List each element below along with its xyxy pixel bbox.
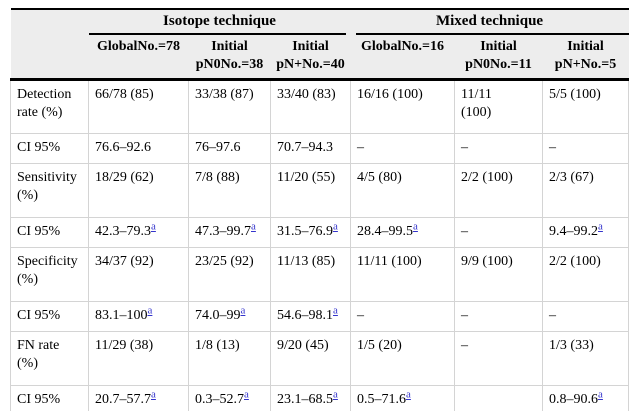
data-cell: 1/5 (20) (350, 331, 456, 387)
footnote-link[interactable]: a (333, 304, 338, 317)
footnote-link[interactable]: a (413, 220, 418, 233)
data-cell: 2/2 (100) (454, 163, 544, 219)
col-header-global-mixed: GlobalNo.=16 (350, 35, 455, 82)
row-label: CI 95% (10, 133, 89, 165)
footnote-link[interactable]: a (251, 220, 256, 233)
data-cell: 2/3 (67) (542, 163, 630, 219)
group-header-row: Isotope technique Mixed technique (10, 9, 629, 82)
data-cell: 70.7–94.3 (269, 133, 352, 165)
table-row-detection-rate: Detection rate (%) 66/78 (85) 33/38 (87)… (10, 79, 630, 135)
data-cell: 11/11 (100) (454, 79, 544, 135)
data-cell: 18/29 (62) (88, 163, 189, 219)
data-cell: 1/8 (13) (188, 331, 271, 387)
data-cell: 74.0–99a (188, 301, 271, 333)
data-cell: 2/2 (100) (542, 247, 630, 303)
data-cell: 54.6–98.1a (269, 301, 352, 333)
col-header-initial-pnplus-mixed: Initial pN+No.=5 (542, 35, 629, 82)
col-header-initial-pnplus-isotope: Initial pN+No.=40 (270, 35, 351, 82)
data-cell: – (454, 217, 544, 249)
footnote-link[interactable]: a (333, 220, 338, 233)
data-cell: 4/5 (80) (350, 163, 456, 219)
table-row-ci-fn-rate: CI 95% 20.7–57.7a 0.3–52.7a 23.1–68.5a 0… (10, 385, 630, 411)
row-label: CI 95% (10, 301, 89, 333)
footnote-link[interactable]: a (598, 220, 603, 233)
footnote-link[interactable]: a (406, 388, 411, 401)
data-cell: – (350, 133, 456, 165)
data-cell: 83.1–100a (88, 301, 189, 333)
data-cell: 7/8 (88) (188, 163, 271, 219)
row-label: CI 95% (10, 217, 89, 249)
row-label: Detection rate (%) (10, 79, 89, 135)
data-cell: 9/20 (45) (269, 331, 352, 387)
data-cell: 11/11 (100) (350, 247, 456, 303)
row-label: FN rate (%) (10, 331, 89, 387)
corner-cell (10, 9, 89, 82)
data-cell: 76–97.6 (188, 133, 271, 165)
footnote-link[interactable]: a (240, 304, 246, 317)
table-row-ci-detection: CI 95% 76.6–92.6 76–97.6 70.7–94.3 – – – (10, 133, 630, 165)
row-label: Sensitivity (%) (10, 163, 89, 219)
results-table: Isotope technique Mixed technique Global… (10, 8, 630, 411)
data-cell: 5/5 (100) (542, 79, 630, 135)
data-cell: 0.5–71.6a (350, 385, 456, 411)
footnote-link[interactable]: a (151, 220, 156, 233)
table-row-fn-rate: FN rate (%) 11/29 (38) 1/8 (13) 9/20 (45… (10, 331, 630, 387)
footnote-link[interactable]: a (147, 304, 153, 317)
data-cell: 23/25 (92) (188, 247, 271, 303)
footnote-link[interactable]: a (598, 388, 603, 401)
data-cell: 9/9 (100) (454, 247, 544, 303)
table-row-ci-specificity: CI 95% 83.1–100a 74.0–99a 54.6–98.1a – –… (10, 301, 630, 333)
row-label: CI 95% (10, 385, 89, 411)
group-header-isotope: Isotope technique (88, 9, 351, 36)
table-row-specificity: Specificity (%) 34/37 (92) 23/25 (92) 11… (10, 247, 630, 303)
table-row-sensitivity: Sensitivity (%) 18/29 (62) 7/8 (88) 11/2… (10, 163, 630, 219)
data-cell: 66/78 (85) (88, 79, 189, 135)
data-cell: – (542, 301, 630, 333)
data-cell: 11/13 (85) (269, 247, 352, 303)
data-cell: 20.7–57.7a (88, 385, 189, 411)
data-cell: 11/29 (38) (88, 331, 189, 387)
data-cell: 0.8–90.6a (542, 385, 630, 411)
row-label: Specificity (%) (10, 247, 89, 303)
data-cell: – (454, 301, 544, 333)
data-cell: 33/40 (83) (269, 79, 352, 135)
data-cell: – (542, 133, 630, 165)
data-cell: – (350, 301, 456, 333)
col-header-initial-pn0-isotope: Initial pN0No.=38 (188, 35, 271, 82)
data-cell: 0.3–52.7a (188, 385, 271, 411)
col-header-global-isotope: GlobalNo.=78 (88, 35, 189, 82)
table-row-ci-sensitivity: CI 95% 42.3–79.3a 47.3–99.7a 31.5–76.9a … (10, 217, 630, 249)
group-header-mixed: Mixed technique (350, 9, 629, 36)
data-cell: – (454, 133, 544, 165)
data-cell: 47.3–99.7a (188, 217, 271, 249)
data-cell: 31.5–76.9a (269, 217, 352, 249)
data-cell: 76.6–92.6 (88, 133, 189, 165)
data-cell: 28.4–99.5a (350, 217, 456, 249)
data-cell: 9.4–99.2a (542, 217, 630, 249)
data-cell: 23.1–68.5a (269, 385, 352, 411)
data-cell: 42.3–79.3a (88, 217, 189, 249)
footnote-link[interactable]: a (244, 388, 249, 401)
footnote-link[interactable]: a (151, 388, 156, 401)
data-cell: 34/37 (92) (88, 247, 189, 303)
data-cell: 33/38 (87) (188, 79, 271, 135)
column-header-row: GlobalNo.=78 Initial pN0No.=38 Initial pN+… (11, 35, 629, 82)
data-cell: 16/16 (100) (350, 79, 456, 135)
data-cell: 11/20 (55) (269, 163, 352, 219)
data-cell (454, 385, 544, 411)
col-header-initial-pn0-mixed: Initial pN0No.=11 (454, 35, 543, 82)
data-cell: – (454, 331, 544, 387)
footnote-link[interactable]: a (333, 388, 338, 401)
data-cell: 1/3 (33) (542, 331, 630, 387)
